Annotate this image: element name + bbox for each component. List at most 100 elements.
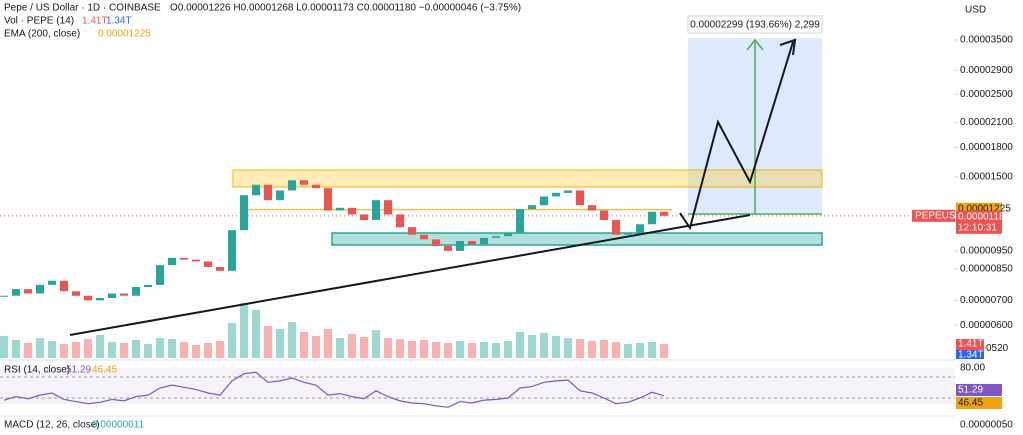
candle [84, 295, 92, 301]
volume-bar [348, 334, 356, 358]
vol-ma-badge-bg [956, 350, 984, 359]
candle [12, 289, 20, 296]
candle [648, 211, 656, 225]
volume-bar [660, 343, 668, 358]
y-tick-label: 0.00002100 [960, 117, 1013, 128]
vol-label: Vol · PEPE (14) [4, 16, 74, 27]
candle [540, 196, 548, 206]
volume-bar [264, 326, 272, 358]
symbol: Pepe / US Dollar · 1D · COINBASE [4, 3, 161, 14]
candle [612, 219, 620, 235]
y-tick-label: 0.00002900 [960, 65, 1013, 76]
volume-bar [444, 343, 452, 358]
volume-bar [228, 323, 236, 358]
volume-bar [336, 338, 344, 358]
candle [96, 298, 104, 301]
candle [108, 293, 116, 299]
vol-badge: 1.41T [958, 339, 984, 350]
candle [576, 190, 584, 206]
volume-bar [24, 343, 32, 358]
countdown-badge-bg [956, 221, 1002, 234]
volume-bar [240, 303, 248, 358]
candle [468, 240, 476, 245]
rsi-ma-badge-bg [956, 397, 1002, 409]
candle [456, 240, 464, 251]
volume-bar [564, 338, 572, 358]
support-zone [331, 232, 823, 246]
vol-badge-bg [956, 339, 984, 350]
rsi-band [0, 368, 955, 404]
candle [144, 284, 152, 287]
volume-bar [600, 340, 608, 358]
volume-bar [480, 342, 488, 358]
volume-bar [192, 345, 200, 358]
volume-bar [432, 342, 440, 358]
candle [288, 180, 296, 191]
candle [504, 233, 512, 237]
volume-bar [48, 341, 56, 358]
rsi-ma: 46.45 [92, 365, 117, 376]
candle [636, 224, 644, 234]
rsi-line [3, 371, 665, 408]
rsi-label: RSI (14, close) [4, 365, 70, 376]
y-tick-label: 0.00000850 [960, 264, 1013, 275]
volume-bar [516, 332, 524, 358]
y-tick-label: 0520 [986, 343, 1009, 354]
resistance-zone [232, 169, 823, 188]
y-tick-label: 0.00001800 [960, 142, 1013, 153]
volume-bar [204, 343, 212, 358]
candle [528, 205, 536, 210]
volume-bar [588, 341, 596, 358]
candle [276, 190, 284, 201]
candle [300, 180, 308, 185]
ema-label: EMA (200, close) [4, 29, 80, 40]
candle [384, 200, 392, 215]
candle [396, 214, 404, 228]
volume-bar [504, 341, 512, 358]
volume-bar [528, 335, 536, 358]
candle [408, 227, 416, 235]
volume-bar [168, 339, 176, 358]
ema-value: 0.00001225 [98, 29, 151, 40]
volume-bar [36, 338, 44, 358]
ohlc: O0.00001226 H0.00001268 L0.00001173 C0.0… [170, 3, 521, 14]
candle [624, 233, 632, 235]
volume-bar [12, 340, 20, 358]
volume-bar [252, 310, 260, 358]
last-badge: 0.00001180 [958, 211, 1011, 222]
candle [132, 286, 140, 296]
volume-bar [288, 322, 296, 358]
volume-bar [324, 329, 332, 358]
volume-bar [216, 341, 224, 358]
volume-bar [360, 337, 368, 358]
volume-bar [312, 336, 320, 358]
candle [480, 237, 488, 245]
candle [168, 257, 176, 266]
projection-label-box [687, 15, 823, 34]
volume-bar [72, 342, 80, 358]
candle [372, 200, 380, 220]
rsi-axis: 80.00 [960, 363, 985, 374]
macd-label: MACD (12, 26, close) [4, 420, 100, 430]
y-tick-label: 0.00000950 [960, 246, 1013, 257]
candle [120, 293, 128, 296]
y-tick-label: 0.00001500 [960, 172, 1013, 183]
currency: USD [965, 5, 986, 16]
rsi-badge: 51.29 [958, 385, 983, 396]
volume-bar [132, 340, 140, 358]
volume-bar [276, 329, 284, 358]
candle [24, 289, 32, 294]
candle [444, 245, 452, 251]
candle [48, 280, 56, 285]
volume-bar [300, 332, 308, 358]
candle [552, 192, 560, 197]
volume-bar [468, 343, 476, 358]
volume-bar [396, 339, 404, 358]
projection-label: 0.00002299 (193.66%) 2,299 [690, 20, 820, 31]
trendline [69, 214, 751, 336]
candle [564, 190, 572, 193]
candle [0, 295, 8, 297]
candle [252, 184, 260, 196]
